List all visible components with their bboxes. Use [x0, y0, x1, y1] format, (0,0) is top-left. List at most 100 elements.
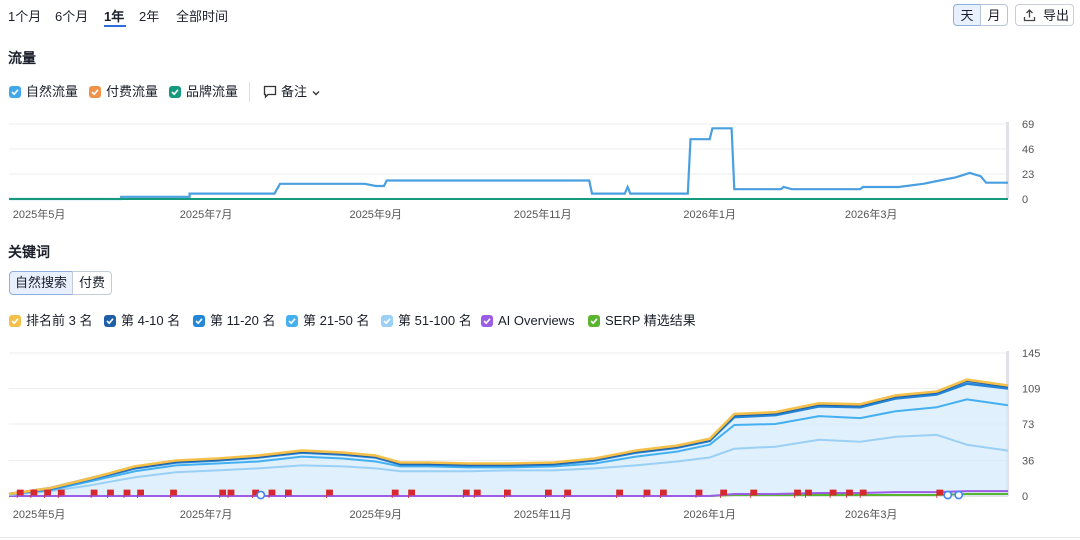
y-tick-label: 36 [1022, 455, 1034, 467]
y-tick-label: 0 [1022, 194, 1028, 206]
flag-icon [90, 489, 98, 498]
flag-icon [936, 489, 944, 498]
comment-icon [263, 85, 277, 99]
google-update-icon [954, 490, 964, 500]
x-tick-label: 2026年3月 [845, 507, 898, 521]
view-day-button[interactable]: 天 [953, 4, 981, 26]
flag-icon [695, 489, 703, 498]
legend-ai-overviews[interactable]: AI Overviews [481, 313, 581, 329]
checkbox-icon[interactable] [588, 315, 600, 327]
flag-icon [137, 489, 144, 498]
y-tick-label: 46 [1022, 144, 1034, 156]
flag-icon [107, 489, 114, 498]
checkbox-icon[interactable] [169, 86, 181, 98]
checkbox-icon[interactable] [193, 315, 205, 327]
traffic-chart: 69 46 23 0 2025年5月 2025年7月 2025年9月 2025年11月 2026… [9, 119, 1034, 221]
legend-paid-traffic[interactable]: 付费流量 [89, 84, 159, 100]
legend-label: 自然流量 [26, 84, 79, 99]
flag-icon [170, 489, 177, 498]
period-tab-2-years[interactable]: 2年 [139, 9, 160, 24]
legend-label: SERP 精选结果 [605, 313, 696, 328]
keywords-chart: 145 109 73 36 0 2025年5月 2025年7月 2025年9月 2025年11月… [8, 348, 1040, 521]
x-tick-label: 2026年3月 [845, 207, 898, 221]
period-tab-6-months[interactable]: 6个月 [55, 9, 89, 24]
view-month-button[interactable]: 月 [980, 4, 1008, 26]
flag-icon [16, 489, 24, 498]
flag-icon [473, 489, 481, 498]
series-line-5 [8, 433, 1009, 496]
active-period-underline [104, 25, 126, 27]
flag-icon [219, 489, 227, 498]
legend-label: 第 21-50 名 [303, 313, 370, 328]
legend-第-11-20-名[interactable]: 第 11-20 名 [193, 313, 293, 329]
y-tick-label: 0 [1022, 491, 1028, 503]
notes-label: 备注 [281, 84, 308, 99]
y-tick-label: 69 [1022, 119, 1034, 131]
flag-icon [408, 489, 415, 498]
bottom-divider [0, 537, 1080, 538]
legend-divider [249, 82, 250, 102]
x-tick-label: 2025年11月 [514, 207, 572, 221]
checkbox-icon[interactable] [381, 315, 393, 327]
checkbox-icon[interactable] [89, 86, 101, 98]
flag-icon [643, 489, 651, 498]
legend-第-21-50-名[interactable]: 第 21-50 名 [286, 313, 386, 329]
x-tick-label: 2025年11月 [514, 507, 572, 521]
flag-icon [326, 489, 333, 498]
legend-label: AI Overviews [498, 313, 575, 328]
chart-right-edge [1006, 122, 1009, 199]
flag-icon [564, 489, 571, 498]
series-line-1 [8, 378, 1009, 496]
checkbox-icon[interactable] [481, 315, 493, 327]
flag-icon [616, 489, 623, 498]
y-tick-label: 145 [1022, 348, 1040, 360]
flag-icon [57, 489, 65, 498]
legend-serp-精选结果[interactable]: SERP 精选结果 [588, 313, 696, 329]
checkbox-icon[interactable] [9, 315, 21, 327]
legend-label: 付费流量 [106, 84, 159, 99]
y-tick-label: 73 [1022, 419, 1034, 431]
tab-organic-search[interactable]: 自然搜索 [9, 271, 73, 295]
checkbox-icon[interactable] [104, 315, 116, 327]
export-button[interactable]: 导出 [1015, 4, 1074, 26]
notes-dropdown[interactable]: 备注 [263, 83, 323, 101]
x-tick-label: 2026年1月 [683, 207, 736, 221]
x-tick-label: 2025年9月 [349, 207, 402, 221]
legend-label: 第 4-10 名 [121, 313, 181, 328]
period-tab-1-month[interactable]: 1个月 [8, 9, 42, 24]
flag-icon [285, 489, 292, 498]
flag-icon [268, 489, 276, 498]
keywords-title: 关键词 [8, 244, 50, 260]
google-update-icon [943, 490, 953, 500]
period-tab-all-time[interactable]: 全部时间 [176, 9, 229, 24]
x-tick-label: 2025年7月 [180, 207, 233, 221]
flag-icon [504, 489, 511, 498]
period-tab-1-year[interactable]: 1年 [104, 9, 125, 24]
legend-第-4-10-名[interactable]: 第 4-10 名 [104, 313, 204, 329]
chevron-down-icon [312, 91, 320, 96]
flag-icon [462, 489, 470, 498]
checkbox-icon[interactable] [286, 315, 298, 327]
flag-icon [846, 489, 853, 498]
flag-icon [805, 489, 812, 498]
google-update-icon [256, 490, 266, 500]
legend-label: 排名前 3 名 [26, 313, 93, 328]
legend-brand-traffic[interactable]: 品牌流量 [169, 84, 239, 100]
flag-icon [44, 489, 51, 498]
legend-label: 第 11-20 名 [210, 313, 276, 328]
series-line-1 [9, 127, 1008, 201]
flag-icon [794, 489, 801, 498]
flag-icon [30, 489, 38, 498]
checkbox-icon[interactable] [9, 86, 21, 98]
legend-organic-traffic[interactable]: 自然流量 [9, 84, 79, 100]
legend-第-51-100-名[interactable]: 第 51-100 名 [381, 313, 481, 329]
flag-icon [227, 489, 235, 498]
flag-icon [720, 489, 727, 498]
tab-paid[interactable]: 付费 [72, 271, 112, 295]
legend-label: 第 51-100 名 [398, 313, 472, 328]
y-tick-label: 23 [1022, 169, 1034, 181]
legend-排名前-3-名[interactable]: 排名前 3 名 [9, 313, 109, 329]
x-tick-label: 2025年5月 [13, 507, 66, 521]
series-line-4 [8, 398, 1009, 495]
x-tick-label: 2026年1月 [683, 507, 736, 521]
